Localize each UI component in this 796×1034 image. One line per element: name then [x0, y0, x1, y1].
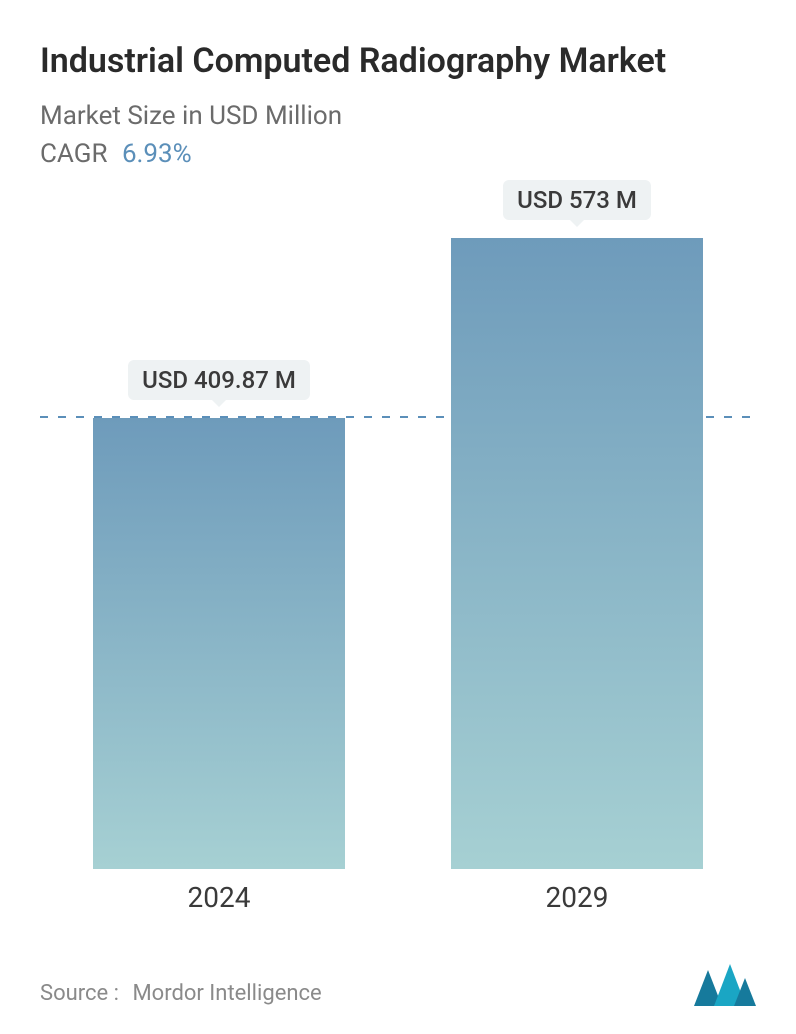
value-label-2024: USD 409.87 M — [128, 360, 310, 400]
x-axis-labels: 2024 2029 — [40, 881, 756, 924]
cagr-label: CAGR — [40, 139, 107, 169]
brand-logo-icon — [694, 964, 756, 1006]
value-label-2029: USD 573 M — [503, 180, 651, 220]
chart-plot-area: USD 409.87 M USD 573 M — [40, 209, 756, 869]
bar-group-2029: USD 573 M — [416, 209, 738, 869]
x-label-2024: 2024 — [58, 881, 380, 914]
x-label-2029: 2029 — [416, 881, 738, 914]
bar-2024 — [93, 418, 344, 869]
bars-group: USD 409.87 M USD 573 M — [40, 209, 756, 869]
source-prefix: Source : — [40, 981, 119, 1006]
cagr-line: CAGR 6.93% — [40, 139, 756, 169]
chart-subtitle: Market Size in USD Million — [40, 101, 756, 131]
source-text: Source : Mordor Intelligence — [40, 981, 322, 1006]
bar-2029 — [451, 238, 702, 868]
chart-title: Industrial Computed Radiography Market — [40, 40, 756, 83]
bar-group-2024: USD 409.87 M — [58, 209, 380, 869]
chart-footer: Source : Mordor Intelligence — [40, 950, 756, 1034]
source-name: Mordor Intelligence — [132, 981, 321, 1006]
cagr-value: 6.93% — [122, 139, 192, 169]
chart-container: Industrial Computed Radiography Market M… — [0, 0, 796, 1034]
